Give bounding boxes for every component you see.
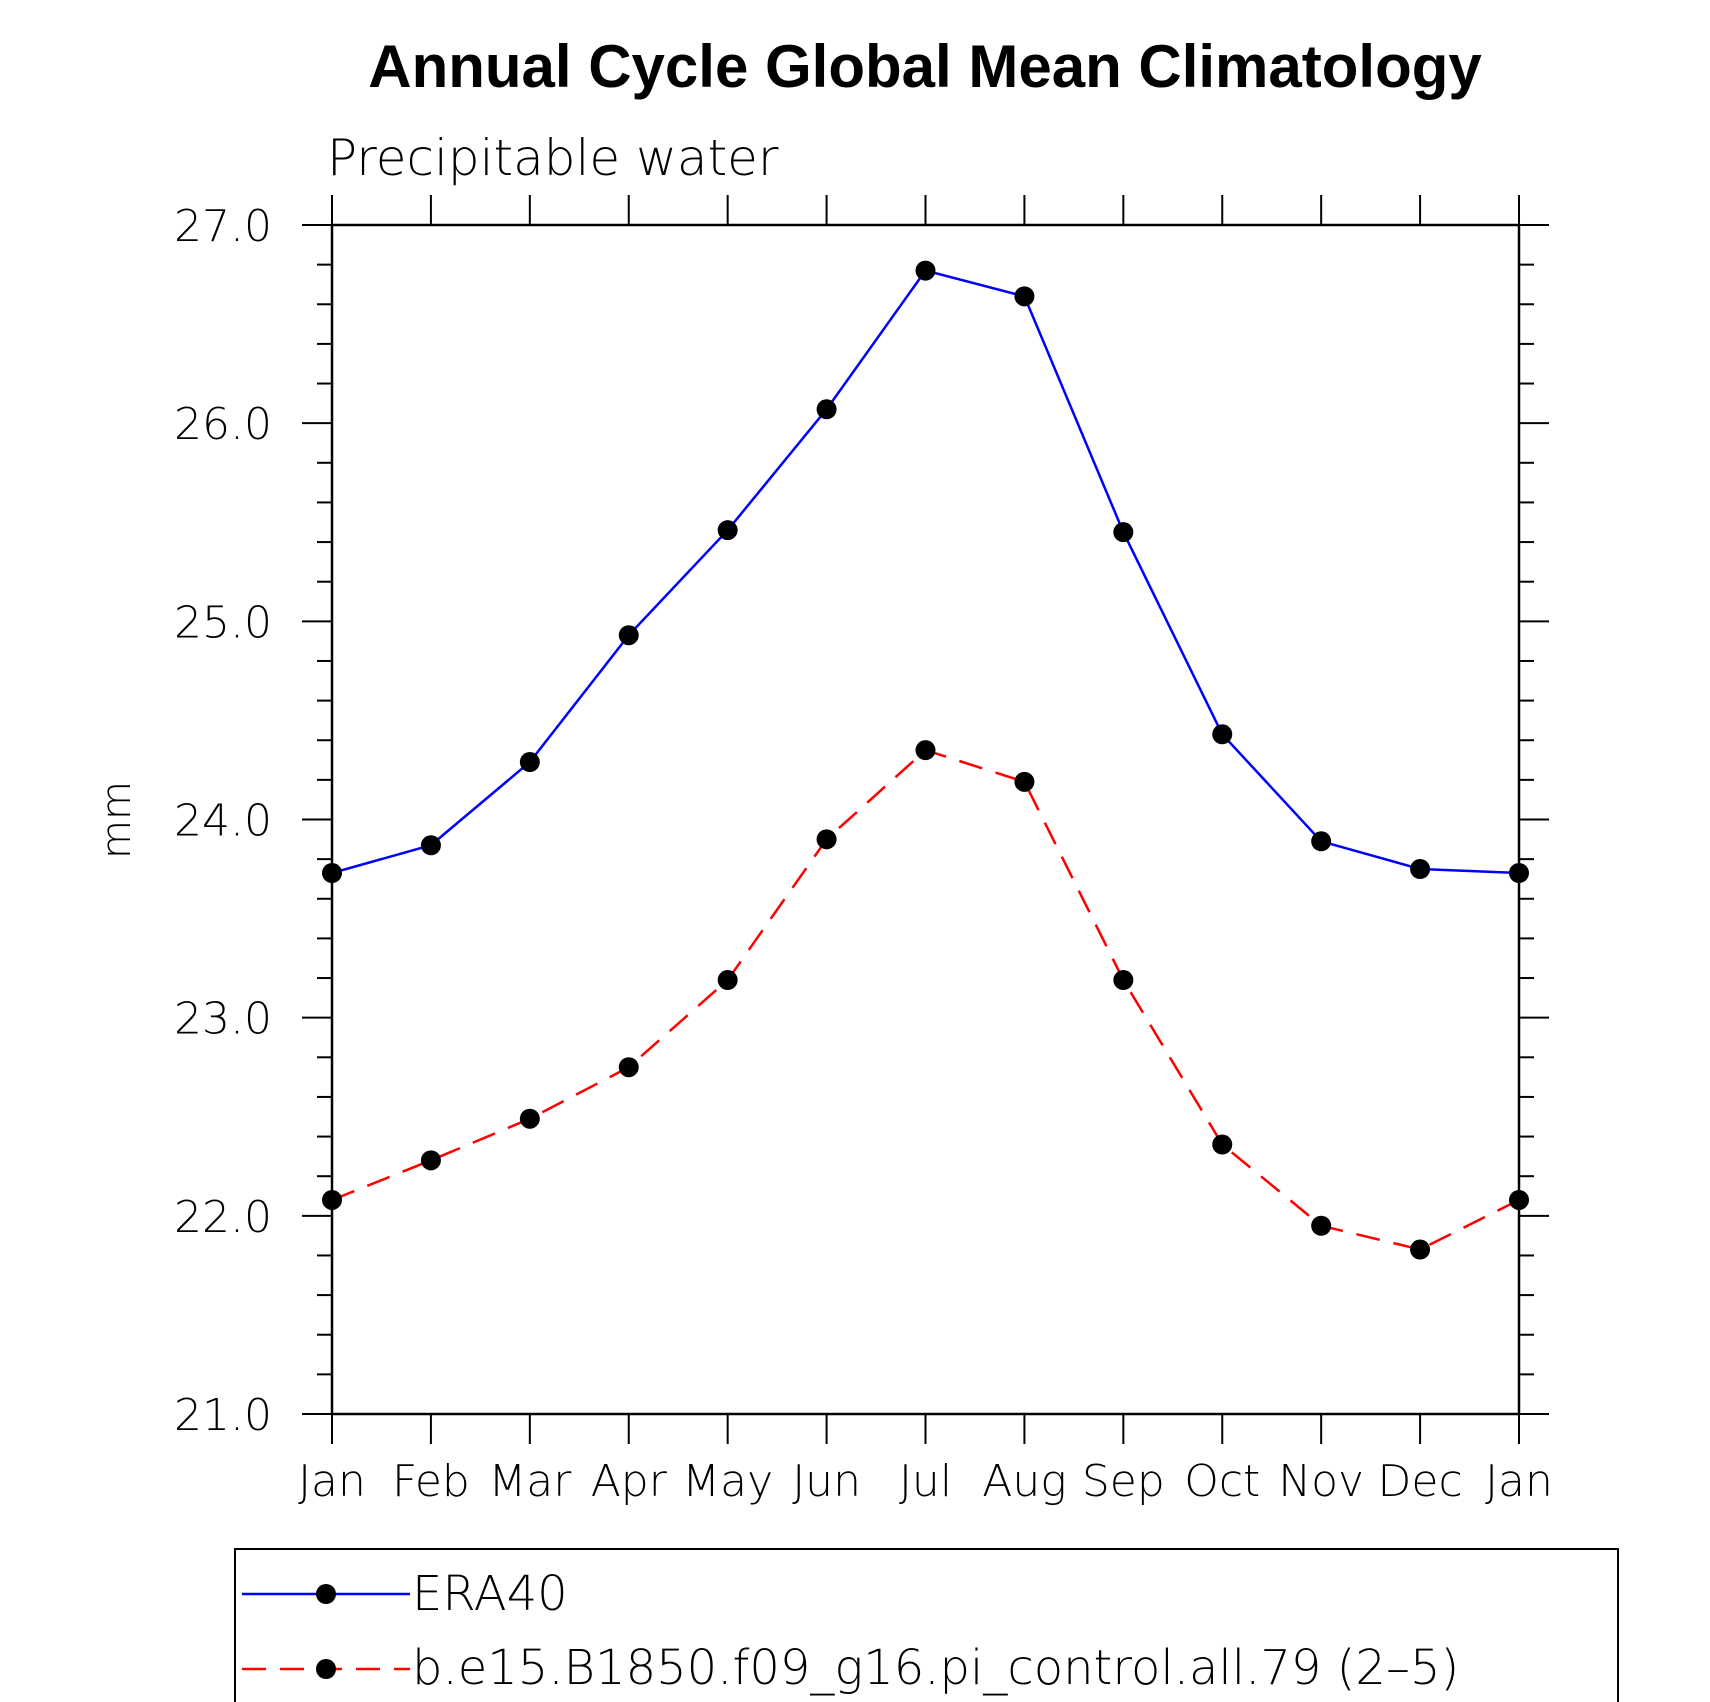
data-point-series-1 [1014,771,1035,792]
data-point-series-1 [1311,1215,1332,1236]
data-point-series-1 [420,1150,441,1171]
x-tick-label: Jan [1485,1456,1553,1507]
legend-marker-1 [316,1659,336,1679]
data-point-series-0 [519,752,540,773]
x-tick-label: Nov [1278,1456,1364,1507]
data-point-series-0 [1311,831,1332,852]
x-tick-label: Dec [1378,1456,1463,1507]
x-tick-label: Feb [392,1456,470,1507]
data-point-series-0 [1014,286,1035,307]
x-tick-label: Jul [899,1456,952,1507]
data-point-series-1 [717,970,738,991]
data-point-series-1 [915,740,936,761]
series-layer [322,260,1529,1260]
data-point-series-1 [1212,1134,1233,1155]
data-point-series-0 [717,520,738,541]
data-point-series-0 [1113,522,1134,543]
y-tick-label: 26.0 [174,399,272,450]
data-point-series-1 [1410,1239,1431,1260]
plot-frame [330,223,1521,1416]
data-point-series-1 [1509,1189,1529,1210]
ticks: 21.0 22.0 23.0 24.0 25.0 26.0 27.0 Jan Feb Mar Apr… [174,195,1553,1507]
chart-subtitle: Precipitable water [327,129,779,187]
x-tick-label: May [682,1456,773,1507]
data-point-series-0 [618,625,639,646]
data-point-series-0 [816,399,837,420]
y-tick-label: 24.0 [174,796,272,847]
data-point-series-1 [1113,970,1134,991]
x-tick-label: Aug [982,1456,1066,1507]
legend-box [234,1548,1619,1702]
axes [330,223,1521,1416]
x-tick-label: Oct [1184,1456,1260,1507]
data-point-series-0 [1509,863,1529,884]
series-line-0 [331,269,1520,875]
data-point-series-1 [322,1189,342,1210]
data-point-series-0 [420,835,441,856]
x-tick-label: Jan [298,1456,366,1507]
x-tick-label: Mar [488,1456,572,1507]
legend-items [242,1584,410,1679]
series-line-1 [331,748,1520,1251]
x-tick-label: Sep [1082,1456,1165,1507]
data-point-series-0 [1410,859,1431,880]
legend-marker-0 [316,1584,336,1604]
data-point-series-1 [816,829,837,850]
y-tick-label: 27.0 [174,201,272,252]
y-tick-label: 23.0 [174,994,272,1045]
y-axis-label: mm [94,781,140,859]
y-tick-label: 25.0 [174,597,272,648]
y-tick-label: 21.0 [174,1390,272,1441]
data-point-series-0 [322,863,342,884]
data-point-series-1 [618,1057,639,1078]
legend: ERA40 b.e15.B1850.f09_g16.pi_control.all… [234,1548,1619,1702]
data-point-series-0 [915,260,936,281]
legend-label-model: b.e15.B1850.f09_g16.pi_control.all.79 (2… [412,1640,1459,1696]
data-point-series-1 [519,1108,540,1129]
x-tick-label: Apr [591,1456,668,1507]
data-point-series-0 [1212,724,1233,745]
y-tick-label: 22.0 [174,1192,272,1243]
x-tick-label: Jun [792,1456,861,1507]
legend-label-era40: ERA40 [412,1566,568,1622]
chart-title: Annual Cycle Global Mean Climatology [368,33,1482,100]
